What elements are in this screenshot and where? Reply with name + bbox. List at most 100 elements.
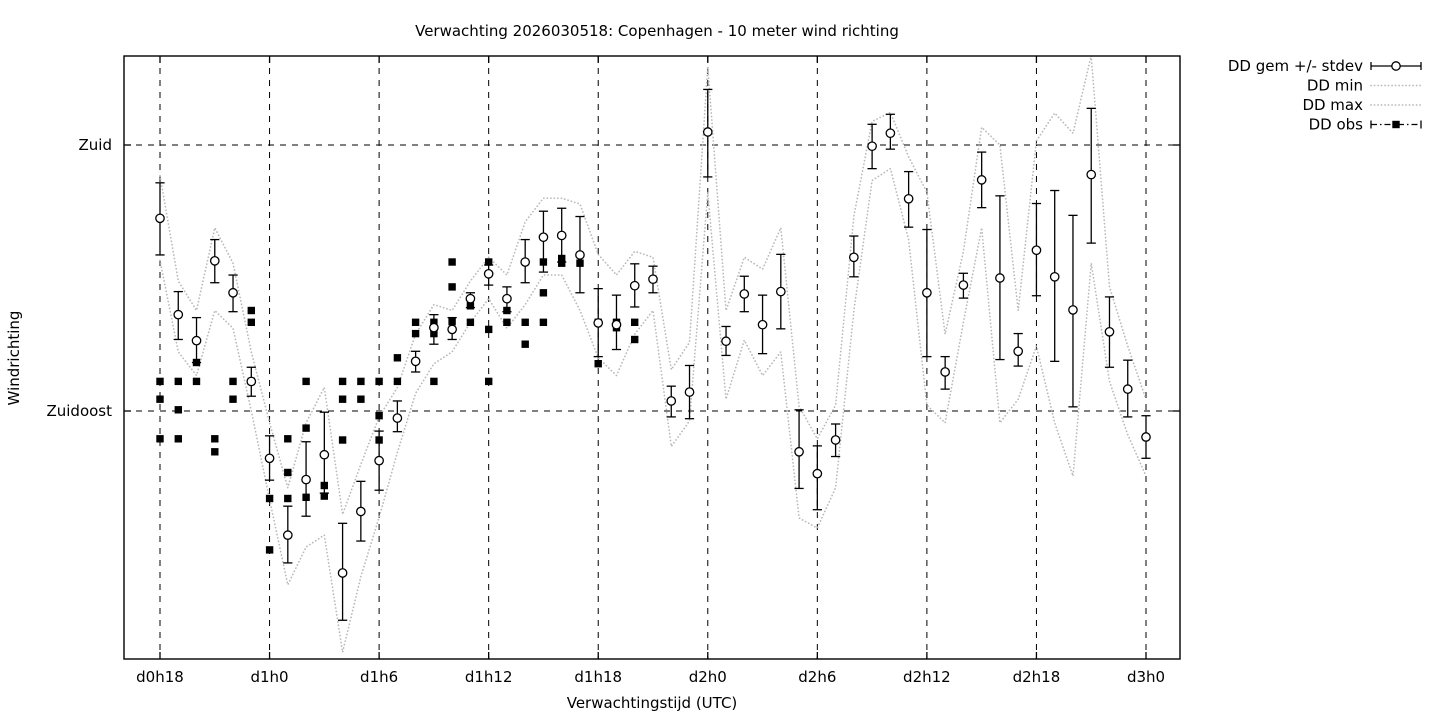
xtick-label-d1h12: d1h12: [465, 668, 513, 686]
gem-point: [739, 275, 750, 313]
legend-obs-square: [1392, 120, 1400, 129]
ytick-label-Zuidoost: Zuidoost: [46, 402, 112, 420]
gem-mean-circle: [575, 250, 585, 260]
xtick-label-d2h6: d2h6: [798, 668, 836, 686]
obs-point: [594, 360, 602, 368]
legend-row-gem: DD gem +/- stdev: [1228, 57, 1422, 75]
gem-mean-circle: [666, 396, 677, 406]
gem-point: [903, 170, 914, 228]
gem-mean-circle: [702, 127, 713, 137]
obs-point: [631, 318, 639, 326]
legend-label-gem: DD gem +/- stdev: [1228, 57, 1363, 75]
gem-point: [282, 505, 293, 564]
gem-point: [958, 272, 969, 299]
gem-point: [209, 238, 220, 284]
xtick-label-d0h18: d0h18: [136, 668, 184, 686]
gem-mean-circle: [228, 287, 238, 298]
gem-mean-circle: [648, 274, 658, 285]
obs-point: [174, 435, 182, 443]
gem-point: [611, 294, 622, 351]
gem-point: [648, 265, 658, 294]
obs-point: [466, 318, 475, 326]
gem-point: [191, 316, 202, 364]
axis-tick-labels: d0h18 d1h0 d1h6 d1h12 d1h18 d2h0 d2h6 d2h12 d2h1…: [46, 136, 1165, 686]
gem-errorbar-series: [155, 88, 1151, 621]
gem-point: [538, 210, 549, 273]
gem-mean-circle: [155, 213, 165, 224]
gem-mean-circle: [1122, 384, 1133, 394]
obs-point: [521, 340, 529, 348]
gem-point: [374, 430, 384, 491]
obs-point: [302, 424, 310, 432]
gem-mean-circle: [976, 175, 987, 185]
xtick-label-d3h0: d3h0: [1127, 668, 1165, 686]
gem-mean-circle: [356, 506, 366, 517]
obs-point: [174, 406, 182, 414]
obs-point: [485, 258, 493, 266]
gem-point: [356, 480, 366, 542]
gem-mean-circle: [556, 230, 567, 241]
xtick-label-d2h12: d2h12: [903, 668, 951, 686]
gem-point: [849, 235, 859, 278]
gem-point: [1104, 296, 1115, 368]
xtick-label-d2h18: d2h18: [1013, 668, 1061, 686]
gem-mean-circle: [538, 232, 549, 243]
dd-max-line: [159, 56, 1147, 515]
obs-point: [284, 468, 292, 477]
gem-point: [264, 435, 275, 481]
obs-point: [375, 377, 383, 386]
gem-mean-circle: [794, 446, 804, 457]
obs-point: [284, 494, 292, 503]
gem-point: [721, 325, 731, 357]
gem-point: [629, 263, 640, 308]
gem-point: [429, 313, 439, 345]
gem-mean-circle: [319, 449, 330, 460]
obs-point: [229, 377, 237, 386]
obs-point: [174, 377, 182, 386]
gem-mean-circle: [1141, 432, 1151, 442]
gem-mean-circle: [246, 376, 257, 387]
obs-point: [265, 494, 274, 503]
gem-point: [465, 292, 476, 309]
gem-mean-circle: [739, 289, 750, 299]
obs-point: [211, 435, 219, 443]
legend-label-max: DD max: [1302, 96, 1363, 114]
obs-point: [411, 318, 420, 326]
gem-mean-circle: [1049, 271, 1060, 282]
gem-mean-circle: [173, 309, 184, 320]
gem-mean-circle: [1031, 245, 1042, 256]
obs-point: [338, 436, 347, 444]
obs-point: [393, 377, 402, 386]
gem-mean-circle: [922, 287, 932, 298]
gem-mean-circle: [1013, 346, 1024, 357]
obs-point: [156, 435, 164, 443]
gem-point: [666, 385, 677, 418]
gem-mean-circle: [958, 280, 969, 290]
gem-point: [447, 316, 457, 341]
gem-point: [867, 123, 877, 170]
obs-point: [430, 377, 438, 386]
gem-point: [575, 215, 585, 294]
gem-point: [1141, 415, 1151, 459]
obs-point: [211, 448, 219, 456]
obs-point: [448, 283, 456, 291]
obs-point: [302, 377, 310, 386]
gem-mean-circle: [885, 128, 896, 139]
gem-mean-circle: [593, 318, 604, 328]
gem-mean-circle: [191, 335, 202, 346]
plot-border: [123, 55, 1181, 660]
gem-mean-circle: [1104, 326, 1115, 337]
ytick-label-Zuid: Zuid: [79, 136, 112, 154]
obs-point: [521, 318, 529, 326]
gem-point: [173, 290, 184, 341]
obs-point: [192, 377, 201, 386]
gem-point: [593, 287, 604, 358]
gem-point: [684, 364, 695, 420]
gem-point: [1122, 359, 1133, 418]
obs-point: [485, 325, 493, 334]
gem-mean-circle: [483, 269, 494, 279]
gem-point: [885, 113, 896, 150]
gem-mean-circle: [429, 322, 439, 333]
obs-point: [284, 435, 292, 443]
